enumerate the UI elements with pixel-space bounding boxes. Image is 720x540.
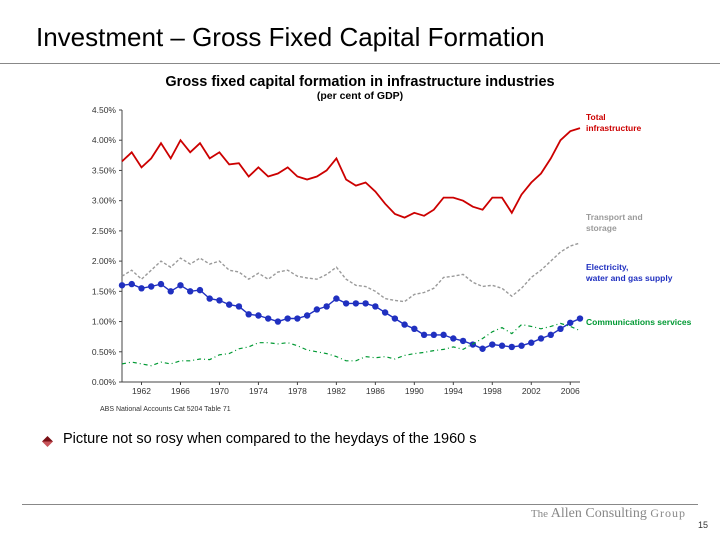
svg-text:1978: 1978 (288, 386, 307, 396)
svg-text:0.50%: 0.50% (92, 347, 117, 357)
svg-text:1966: 1966 (171, 386, 190, 396)
svg-text:3.00%: 3.00% (92, 196, 117, 206)
svg-text:2.00%: 2.00% (92, 256, 117, 266)
svg-text:2002: 2002 (522, 386, 541, 396)
svg-text:1.50%: 1.50% (92, 286, 117, 296)
chart-source: ABS National Accounts Cat 5204 Table 71 (0, 404, 720, 413)
svg-text:1974: 1974 (249, 386, 268, 396)
svg-text:2.50%: 2.50% (92, 226, 117, 236)
page-number: 15 (698, 520, 708, 530)
chart-subtitle: (per cent of GDP) (0, 90, 720, 104)
svg-text:Communications services: Communications services (586, 317, 692, 327)
svg-text:storage: storage (586, 223, 617, 233)
svg-text:Electricity,: Electricity, (586, 262, 628, 272)
svg-text:water and gas supply: water and gas supply (585, 273, 673, 283)
logo-the: The (531, 508, 548, 520)
footer: The Allen Consulting Group 15 (0, 504, 720, 532)
svg-text:Transport and: Transport and (586, 212, 643, 222)
svg-text:1998: 1998 (483, 386, 502, 396)
chart-title: Gross fixed capital formation in infrast… (0, 64, 720, 90)
svg-text:1986: 1986 (366, 386, 385, 396)
svg-text:1.00%: 1.00% (92, 317, 117, 327)
slide-title: Investment – Gross Fixed Capital Formati… (0, 0, 720, 63)
svg-text:infrastructure: infrastructure (586, 123, 642, 133)
svg-text:1962: 1962 (132, 386, 151, 396)
footer-rule (22, 504, 698, 505)
bullet-text: Picture not so rosy when compared to the… (63, 431, 477, 447)
svg-text:1970: 1970 (210, 386, 229, 396)
svg-text:1982: 1982 (327, 386, 346, 396)
company-logo: The Allen Consulting Group (531, 506, 686, 522)
diamond-bullet-icon (42, 434, 53, 445)
svg-text:4.00%: 4.00% (92, 135, 117, 145)
svg-text:1994: 1994 (444, 386, 463, 396)
svg-text:4.50%: 4.50% (92, 105, 117, 115)
logo-allen: Allen Consulting (551, 506, 647, 521)
svg-text:0.00%: 0.00% (92, 377, 117, 387)
chart-svg: 0.00% 0.50% 1.00% 1.50% 2.00% 2.50% 3.00% 3.50%… (78, 104, 698, 404)
svg-text:1990: 1990 (405, 386, 424, 396)
svg-text:3.50%: 3.50% (92, 165, 117, 175)
bullet-row: Picture not so rosy when compared to the… (0, 413, 720, 447)
svg-text:2006: 2006 (561, 386, 580, 396)
line-chart: 0.00% 0.50% 1.00% 1.50% 2.00% 2.50% 3.00% 3.50%… (78, 104, 698, 404)
logo-group: Group (650, 506, 686, 520)
svg-text:Total: Total (586, 112, 606, 122)
